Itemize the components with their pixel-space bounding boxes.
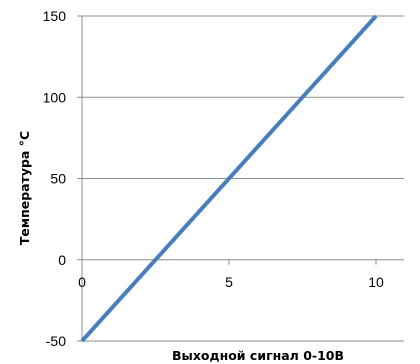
x-axis-title: Выходной сигнал 0-10В (172, 348, 344, 363)
y-tick-label--50: -50 (46, 333, 66, 349)
x-tick-label-5: 5 (225, 274, 233, 290)
y-tick-label-100: 100 (43, 89, 67, 105)
axes (77, 15, 404, 342)
x-tick-label-10: 10 (368, 274, 384, 290)
y-tick-label-50: 50 (50, 171, 66, 187)
y-tick-label-150: 150 (43, 8, 67, 24)
gridlines (82, 15, 404, 342)
y-tick-label-0: 0 (58, 252, 66, 268)
series-line-1 (80, 14, 378, 343)
tick-labels: -50 0 50 100 150 0 5 10 (43, 8, 384, 349)
series-layer (80, 14, 378, 343)
y-axis-title: Температура °С (17, 131, 32, 245)
x-tick-label-0: 0 (78, 274, 86, 290)
